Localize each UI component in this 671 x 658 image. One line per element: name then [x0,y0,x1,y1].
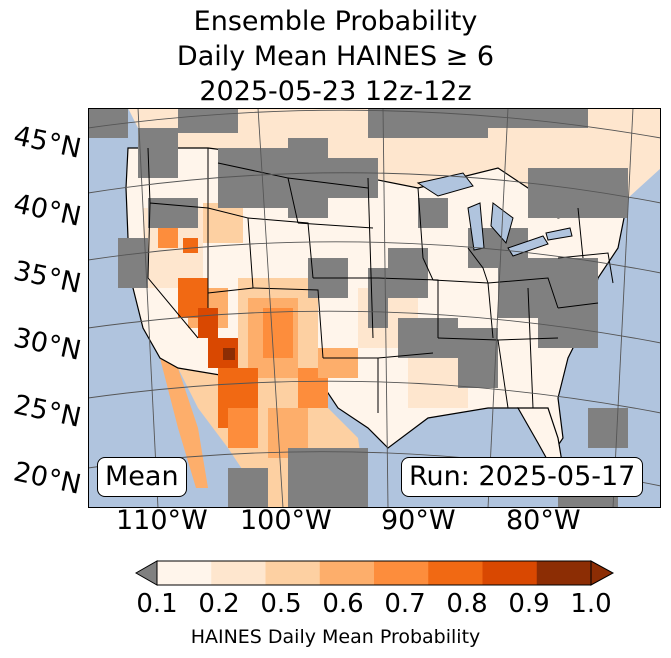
map-border [88,108,661,508]
colorbar-under-arrow [135,560,158,586]
probability-map [88,108,661,508]
canada-land [128,108,661,218]
colorbar-tick-label: 0.5 [260,589,302,619]
colorbar-tick-label: 0.7 [384,589,426,619]
lat-label-40: 40°N [10,188,84,233]
colorbar [135,560,615,586]
lat-label-30: 30°N [10,322,84,367]
no-data-regions [88,108,628,508]
probability-patches [143,203,468,458]
colorbar-bin [319,561,375,585]
colorbar-tick-label: 0.2 [198,589,240,619]
lon-label-80: 80°W [506,505,581,536]
colorbar-bin [482,561,538,585]
baja-california [160,358,208,488]
colorbar-bin [428,561,483,585]
lon-label-100: 100°W [240,505,332,536]
colorbar-tick-label: 0.8 [446,589,488,619]
lat-label-45: 45°N [10,120,84,165]
title-line-1: Ensemble Probability [193,6,478,37]
title-line-3: 2025-05-23 12z-12z [199,76,472,107]
colorbar-bin [211,561,266,585]
colorbar-bin [374,561,429,585]
lat-label-35: 35°N [10,255,84,300]
colorbar-bin [536,561,592,585]
colorbar-tick-label: 0.1 [136,589,178,619]
colorbar-tick-label: 0.6 [322,589,364,619]
colorbar-tick-label: 0.9 [508,589,550,619]
colorbar-bins [157,561,592,585]
state-boundaries [147,147,614,413]
colorbar-frame [156,560,592,586]
lat-label-20: 20°N [10,456,84,501]
colorbar-tick-label: 1.0 [570,589,612,619]
lat-label-25: 25°N [10,389,84,434]
colorbar-bin [265,561,321,585]
colorbar-label: HAINES Daily Mean Probability [190,626,481,648]
title-line-2: Daily Mean HAINES ≥ 6 [176,41,495,72]
run-date-box: Run: 2025-05-17 [401,457,644,497]
colorbar-over-arrow [590,560,615,586]
lon-label-90: 90°W [381,505,456,536]
lon-label-110: 110°W [116,505,208,536]
mean-label-box: Mean [97,457,187,497]
colorbar-bin [157,561,212,585]
